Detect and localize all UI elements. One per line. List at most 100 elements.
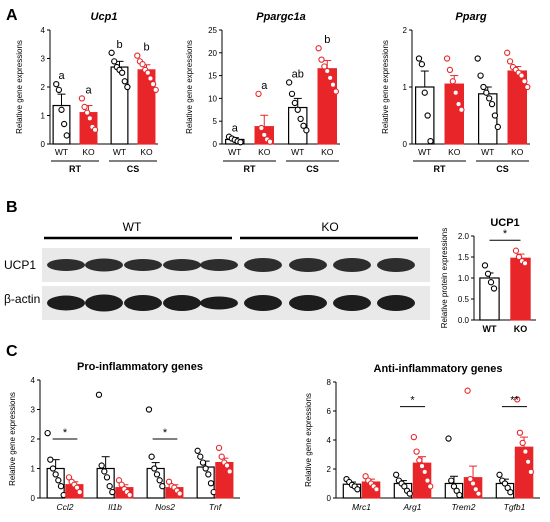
y-tick-label: 2 [41,83,46,92]
data-point [205,471,212,478]
blot-band-actin [85,294,123,312]
data-point [516,429,524,436]
significance-mark: * [163,427,168,439]
data-point [47,456,54,463]
chart-anti-inflammatory: 0 2 4 6 8 Relative gene expressions Anti-infla… [304,363,540,512]
data-point [258,124,265,132]
data-point [300,122,307,129]
data-point [95,391,103,398]
y-axis-label: Relative gene expressions [185,40,194,134]
data-point [418,462,426,470]
data-point [467,475,474,483]
blot-band-ucp1 [333,258,371,272]
chart-title: Anti-inflammatory genes [374,363,503,375]
blot-group-ko: KO [321,220,338,234]
x-tick-label: Tnf [209,502,223,512]
data-point [86,115,93,122]
data-point [237,139,244,146]
blot-band-actin [289,295,327,311]
data-point [521,78,528,85]
bar [478,93,498,145]
blot-band-ucp1 [200,259,238,271]
data-point [84,109,91,116]
data-point [326,74,334,82]
data-point [481,262,489,269]
x-tick-label: Nos2 [155,502,175,512]
data-point [486,95,493,102]
data-point [512,247,520,254]
y-tick-label: 2 [403,26,408,35]
data-point [421,89,428,96]
blot-band-actin [377,295,415,311]
data-point [139,61,146,68]
bar [317,68,337,145]
data-point [124,83,131,91]
data-point [496,471,503,478]
group-label: CS [306,164,319,174]
data-point [373,486,380,493]
data-point [424,477,431,484]
data-point [491,112,499,119]
blot-label-ucp1: UCP1 [4,258,36,272]
data-point [324,67,331,75]
data-point [91,126,99,133]
data-point [362,473,369,480]
data-point [255,90,262,97]
y-tick-label: 0 [41,140,46,149]
y-tick-label: 0.5 [458,295,470,304]
significance-letter: b [143,42,149,54]
data-point [453,487,460,494]
data-point [159,483,166,490]
group-label: CS [496,164,509,174]
data-point [416,457,423,464]
data-point [474,55,481,62]
y-tick-label: 0.0 [458,316,470,325]
x-tick-label: WT [481,147,494,157]
data-point [448,477,455,484]
data-point [55,86,63,93]
blot-label-actin: β-actin [4,292,40,306]
data-point [106,483,113,490]
data-point [521,260,529,267]
x-tick-label: WT [291,147,304,157]
blot-band-ucp1 [377,258,415,272]
y-tick-label: 1 [403,83,408,92]
data-point [118,69,126,76]
x-tick-label: Trem2 [452,502,476,512]
x-tick-label: KO [258,147,271,157]
data-point [318,56,325,63]
data-point [194,447,201,454]
panel-letter-b: B [6,199,18,216]
x-tick-label: WT [113,147,126,157]
x-tick-label: WT [483,324,497,334]
data-point [494,123,501,131]
data-point [524,458,532,465]
data-point [148,453,155,460]
y-tick-label: 3 [41,55,46,64]
data-point [507,489,514,496]
data-point [504,49,511,56]
data-point [73,484,81,491]
data-point [427,483,434,490]
y-tick-label: 4 [327,436,332,445]
blot-band-actin [163,295,201,311]
data-point [108,49,115,56]
data-point [118,481,125,488]
data-point [524,83,531,91]
data-point [288,90,296,97]
y-tick-label: 20 [208,49,217,58]
data-point [151,465,158,472]
data-point [519,439,526,447]
y-tick-label: 0 [31,494,36,503]
data-point [111,58,118,65]
data-point [121,78,128,85]
data-point [480,83,487,91]
data-point [126,491,133,499]
data-point [81,103,88,111]
x-tick-label: WT [418,147,431,157]
x-tick-label: Il1b [108,502,122,512]
y-tick-label: 1.0 [458,274,470,283]
data-point [303,127,310,134]
group-label: RT [244,164,256,174]
